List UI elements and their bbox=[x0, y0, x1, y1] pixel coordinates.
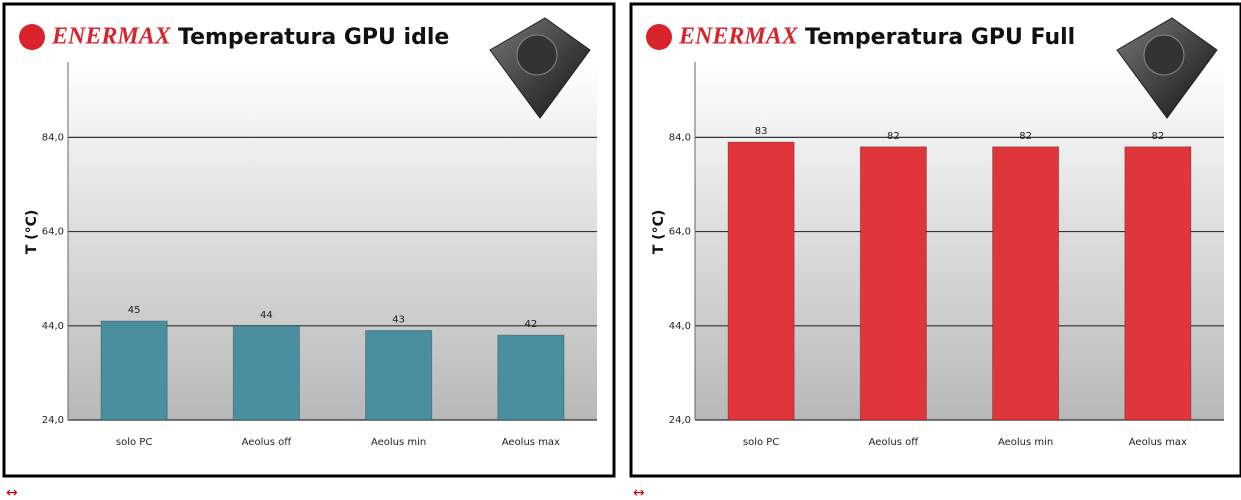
value-label: 42 bbox=[525, 319, 538, 330]
brand-logo: ENERMAX bbox=[51, 24, 172, 50]
chart-panel: 24,0 44,0 64,0 84,0 T (°C) ENERMAX Temperatura… bbox=[629, 2, 1241, 500]
chart-title: Temperatura GPU idle bbox=[178, 25, 449, 50]
value-label: 82 bbox=[887, 131, 900, 142]
value-label: 45 bbox=[128, 305, 141, 316]
bar bbox=[727, 141, 795, 421]
value-label: 43 bbox=[392, 315, 405, 326]
value-label: 83 bbox=[755, 126, 768, 137]
chart-title: Temperatura GPU Full bbox=[805, 25, 1075, 50]
value-label: 82 bbox=[1019, 131, 1032, 142]
brand-logo: ENERMAX bbox=[678, 24, 799, 50]
bar bbox=[365, 330, 433, 421]
bar bbox=[497, 334, 565, 421]
x-tick-label: Aeolus off bbox=[869, 437, 920, 448]
y-tick-label: 64,0 bbox=[669, 227, 691, 238]
bar bbox=[1124, 146, 1192, 421]
x-tick-label: solo PC bbox=[743, 437, 779, 448]
x-tick-label: Aeolus max bbox=[1129, 437, 1187, 448]
bar bbox=[100, 320, 168, 421]
value-label: 44 bbox=[260, 310, 273, 321]
x-tick-label: Aeolus off bbox=[242, 437, 293, 448]
x-tick-label: solo PC bbox=[116, 437, 152, 448]
x-tick-label: Aeolus min bbox=[998, 437, 1053, 448]
y-tick-label: 84,0 bbox=[42, 132, 64, 143]
y-tick-label: 44,0 bbox=[669, 321, 691, 332]
y-tick-label: 84,0 bbox=[669, 132, 691, 143]
chart-panel: 24,0 44,0 64,0 84,0 T (°C) ENERMAX Temperatura… bbox=[2, 2, 616, 500]
y-tick-label: 44,0 bbox=[42, 321, 64, 332]
x-tick-label: Aeolus max bbox=[502, 437, 560, 448]
y-tick-label: 24,0 bbox=[669, 415, 691, 426]
logo-icon bbox=[19, 24, 45, 50]
y-tick-label: 24,0 bbox=[42, 415, 64, 426]
caption: ↔ bbox=[633, 485, 645, 500]
y-axis-label: T (°C) bbox=[651, 210, 667, 255]
y-axis-label: T (°C) bbox=[24, 210, 40, 255]
logo-icon bbox=[646, 24, 672, 50]
y-tick-label: 64,0 bbox=[42, 227, 64, 238]
bar bbox=[859, 146, 927, 421]
value-label: 82 bbox=[1152, 131, 1165, 142]
bar bbox=[992, 146, 1060, 421]
bar bbox=[232, 325, 300, 421]
fan-blade bbox=[516, 34, 558, 76]
caption: ↔ bbox=[6, 485, 18, 500]
x-tick-label: Aeolus min bbox=[371, 437, 426, 448]
fan-blade bbox=[1143, 34, 1185, 76]
